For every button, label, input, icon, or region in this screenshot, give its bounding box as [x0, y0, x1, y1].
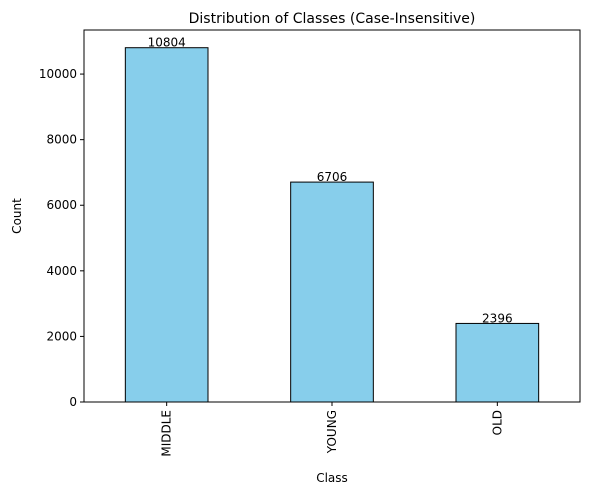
x-tick-label: YOUNG: [325, 410, 339, 454]
x-tick-label: MIDDLE: [160, 410, 174, 457]
data-label: 10804: [148, 36, 186, 50]
plot-frame: [83, 29, 581, 403]
bars: [124, 47, 540, 403]
y-tick-label: 6000: [46, 198, 77, 212]
bar-young: [290, 181, 374, 403]
data-label: 6706: [317, 170, 348, 184]
y-tick-label: 2000: [46, 329, 77, 343]
y-tick-label: 4000: [46, 264, 77, 278]
y-axis-ticks: 0 2000 4000 6000 8000 10000: [39, 67, 84, 409]
y-tick-label: 8000: [46, 133, 77, 147]
y-axis-label: Count: [10, 198, 24, 234]
y-tick-label: 10000: [39, 67, 77, 81]
bar-middle: [124, 47, 209, 403]
x-tick-label: OLD: [490, 410, 504, 435]
y-tick-label: 0: [69, 395, 77, 409]
data-label: 2396: [482, 311, 513, 325]
bar-old: [455, 322, 540, 403]
x-axis-ticks: MIDDLE YOUNG OLD: [160, 402, 504, 457]
data-labels: 10804 6706 2396: [148, 36, 513, 326]
chart-title: Distribution of Classes (Case-Insensitiv…: [189, 11, 476, 27]
x-axis-label: Class: [316, 471, 348, 485]
